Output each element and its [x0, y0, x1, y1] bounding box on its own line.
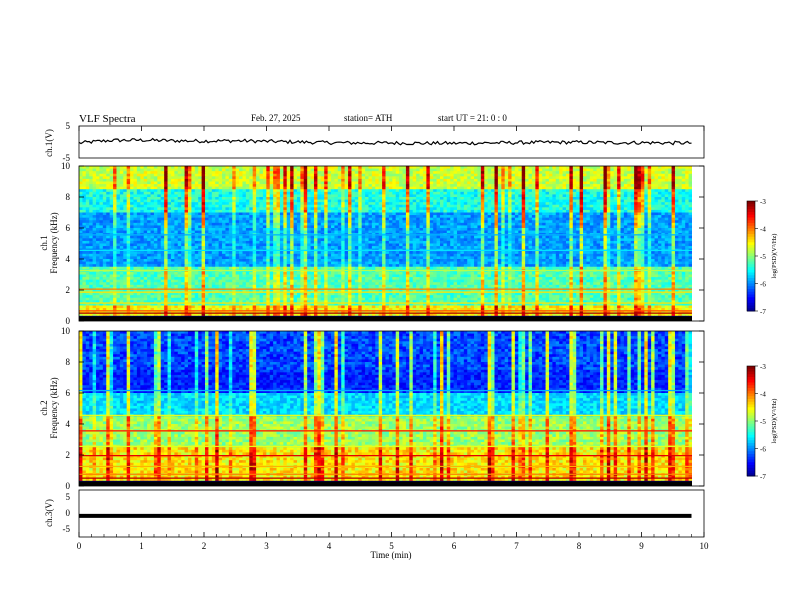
ch1-waveform-ylabel: ch.1(V)	[44, 129, 54, 157]
time-tick-label: 7	[514, 541, 519, 551]
colorbar-tick-label: -6	[760, 281, 766, 289]
colorbar-tick-label: -5	[760, 253, 766, 261]
freq-tick-label: 6	[66, 223, 71, 233]
ch1-waveform-panel: 5 -5 ch.1(V)	[44, 121, 704, 163]
ch3-ytick-bottom: -5	[63, 524, 71, 534]
ch1-spectrogram-panel: 0 2 4 6 8 10 ch.1 Frequency (kHz)	[39, 161, 704, 326]
ch2-spectrogram-image	[79, 331, 692, 486]
ch3-waveform-ylabel: ch.3(V)	[44, 499, 54, 527]
ch1-spectrogram-ylabel-frequency: Frequency (kHz)	[49, 212, 59, 273]
time-tick-label: 8	[577, 541, 582, 551]
ch1-spectrogram-ylabel-channel: ch.1	[39, 235, 49, 250]
colorbar-tick-label: -7	[760, 308, 766, 316]
time-tick-label: 2	[202, 541, 207, 551]
ch2-spectrogram-panel: 0 2 4 6 8 10 ch.2 Frequency (kHz)	[39, 326, 704, 491]
ch3-waveform-panel: 5 0 -5 ch.3(V)	[44, 490, 704, 537]
colorbar-label: log(PSD)(V²/Hz)	[771, 234, 778, 279]
colorbar-tick-label: -4	[760, 391, 766, 399]
time-tick-label: 3	[264, 541, 269, 551]
ch2-spectrogram-ylabel-channel: ch.2	[39, 400, 49, 415]
ch1-ytick-top: 5	[66, 121, 71, 131]
colorbar-tick-label: -4	[760, 226, 766, 234]
ch3-ytick-top: 5	[66, 492, 71, 502]
freq-tick-label: 2	[66, 450, 71, 460]
colorbar-label: log(PSD)(V²/Hz)	[771, 399, 778, 444]
ch2-spectrogram-ylabel-frequency: Frequency (kHz)	[49, 377, 59, 438]
time-tick-label: 0	[77, 541, 82, 551]
colorbar-tick-label: -7	[760, 473, 766, 481]
freq-tick-label: 4	[66, 419, 71, 429]
time-tick-label: 1	[139, 541, 144, 551]
time-tick-label: 4	[327, 541, 332, 551]
time-tick-label: 10	[700, 541, 710, 551]
time-tick-label: 9	[639, 541, 644, 551]
freq-tick-label: 10	[61, 161, 71, 171]
colorbar-tick-label: -5	[760, 418, 766, 426]
ch3-ytick-middle: 0	[66, 508, 71, 518]
freq-tick-label: 2	[66, 285, 71, 295]
colorbar-tick-label: -6	[760, 446, 766, 454]
freq-tick-label: 8	[66, 192, 71, 202]
ch1-spectrogram-image	[79, 166, 692, 321]
time-tick-label: 6	[452, 541, 457, 551]
freq-tick-label: 0	[66, 316, 71, 326]
ch1-colorbar: -3 -4 -5 -6 -7 log(PSD)(V²/Hz)	[747, 198, 778, 316]
freq-tick-label: 0	[66, 481, 71, 491]
colorbar-tick-label: -3	[760, 363, 766, 371]
time-axis-label: Time (min)	[371, 550, 412, 560]
freq-tick-label: 10	[61, 326, 71, 336]
ch3-waveform-frame	[79, 490, 704, 537]
freq-tick-label: 8	[66, 357, 71, 367]
freq-tick-label: 4	[66, 254, 71, 264]
ch2-colorbar: -3 -4 -5 -6 -7 log(PSD)(V²/Hz)	[747, 363, 778, 481]
freq-tick-label: 6	[66, 388, 71, 398]
colorbar-tick-label: -3	[760, 198, 766, 206]
